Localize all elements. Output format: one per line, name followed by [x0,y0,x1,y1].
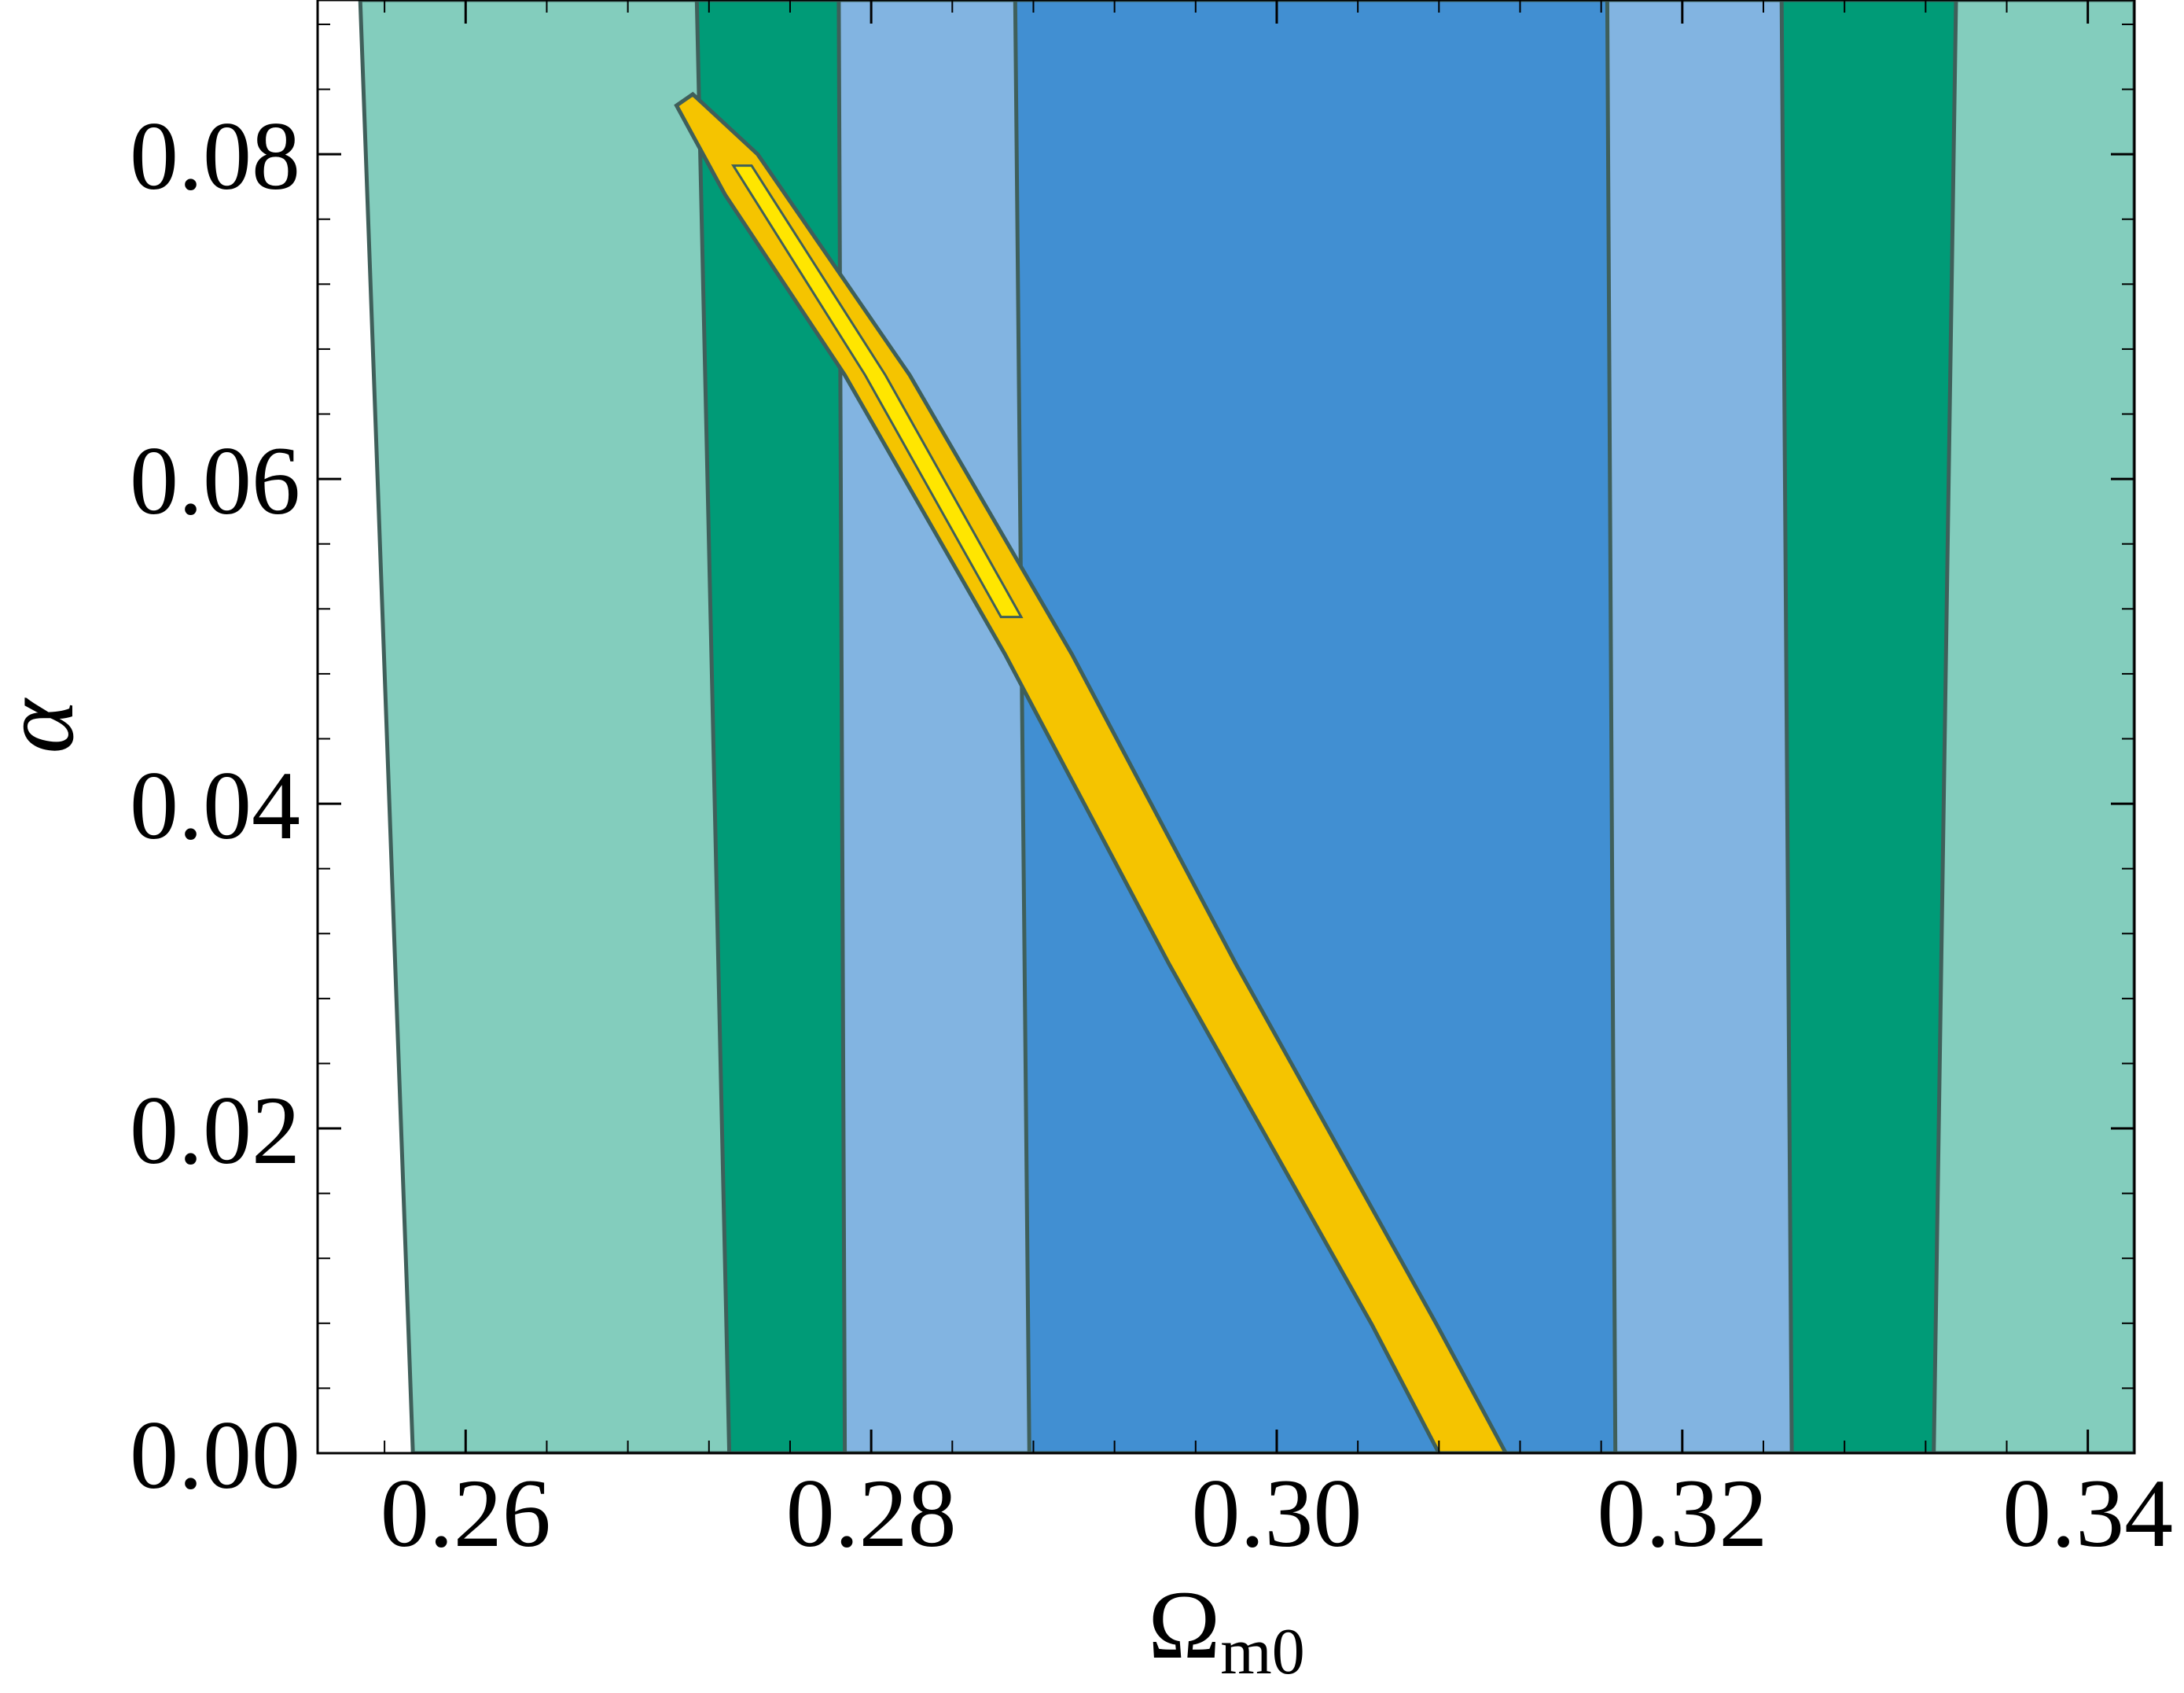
x-tick-label: 0.32 [1597,1459,1767,1567]
y-tick-label: 0.02 [130,1077,300,1184]
axis-ticks [318,0,2134,1455]
x-tick-label: 0.30 [1191,1459,1362,1567]
yellow-band-inner [730,164,1024,619]
x-tick-labels: 0.26 0.28 0.30 0.32 0.34 [381,1459,2173,1567]
y-tick-label: 0.06 [130,427,300,535]
yellow-band [674,91,1509,1453]
y-tick-label: 0.08 [130,102,300,210]
x-axis-label: Ωm0 [1148,1571,1305,1688]
y-tick-labels: 0.00 0.02 0.04 0.06 0.08 [130,102,300,1509]
contour-regions [358,0,2134,1453]
y-axis-label: α [0,697,95,754]
y-tick-label: 0.00 [130,1401,300,1509]
x-tick-label: 0.28 [786,1459,957,1567]
yellow-band-outer [674,91,1509,1453]
plot-frame [316,0,2136,1455]
contour-blue-inner [1013,0,1618,1453]
x-tick-label: 0.34 [2002,1459,2173,1567]
y-tick-label: 0.04 [130,752,300,859]
x-tick-label: 0.26 [381,1459,551,1567]
